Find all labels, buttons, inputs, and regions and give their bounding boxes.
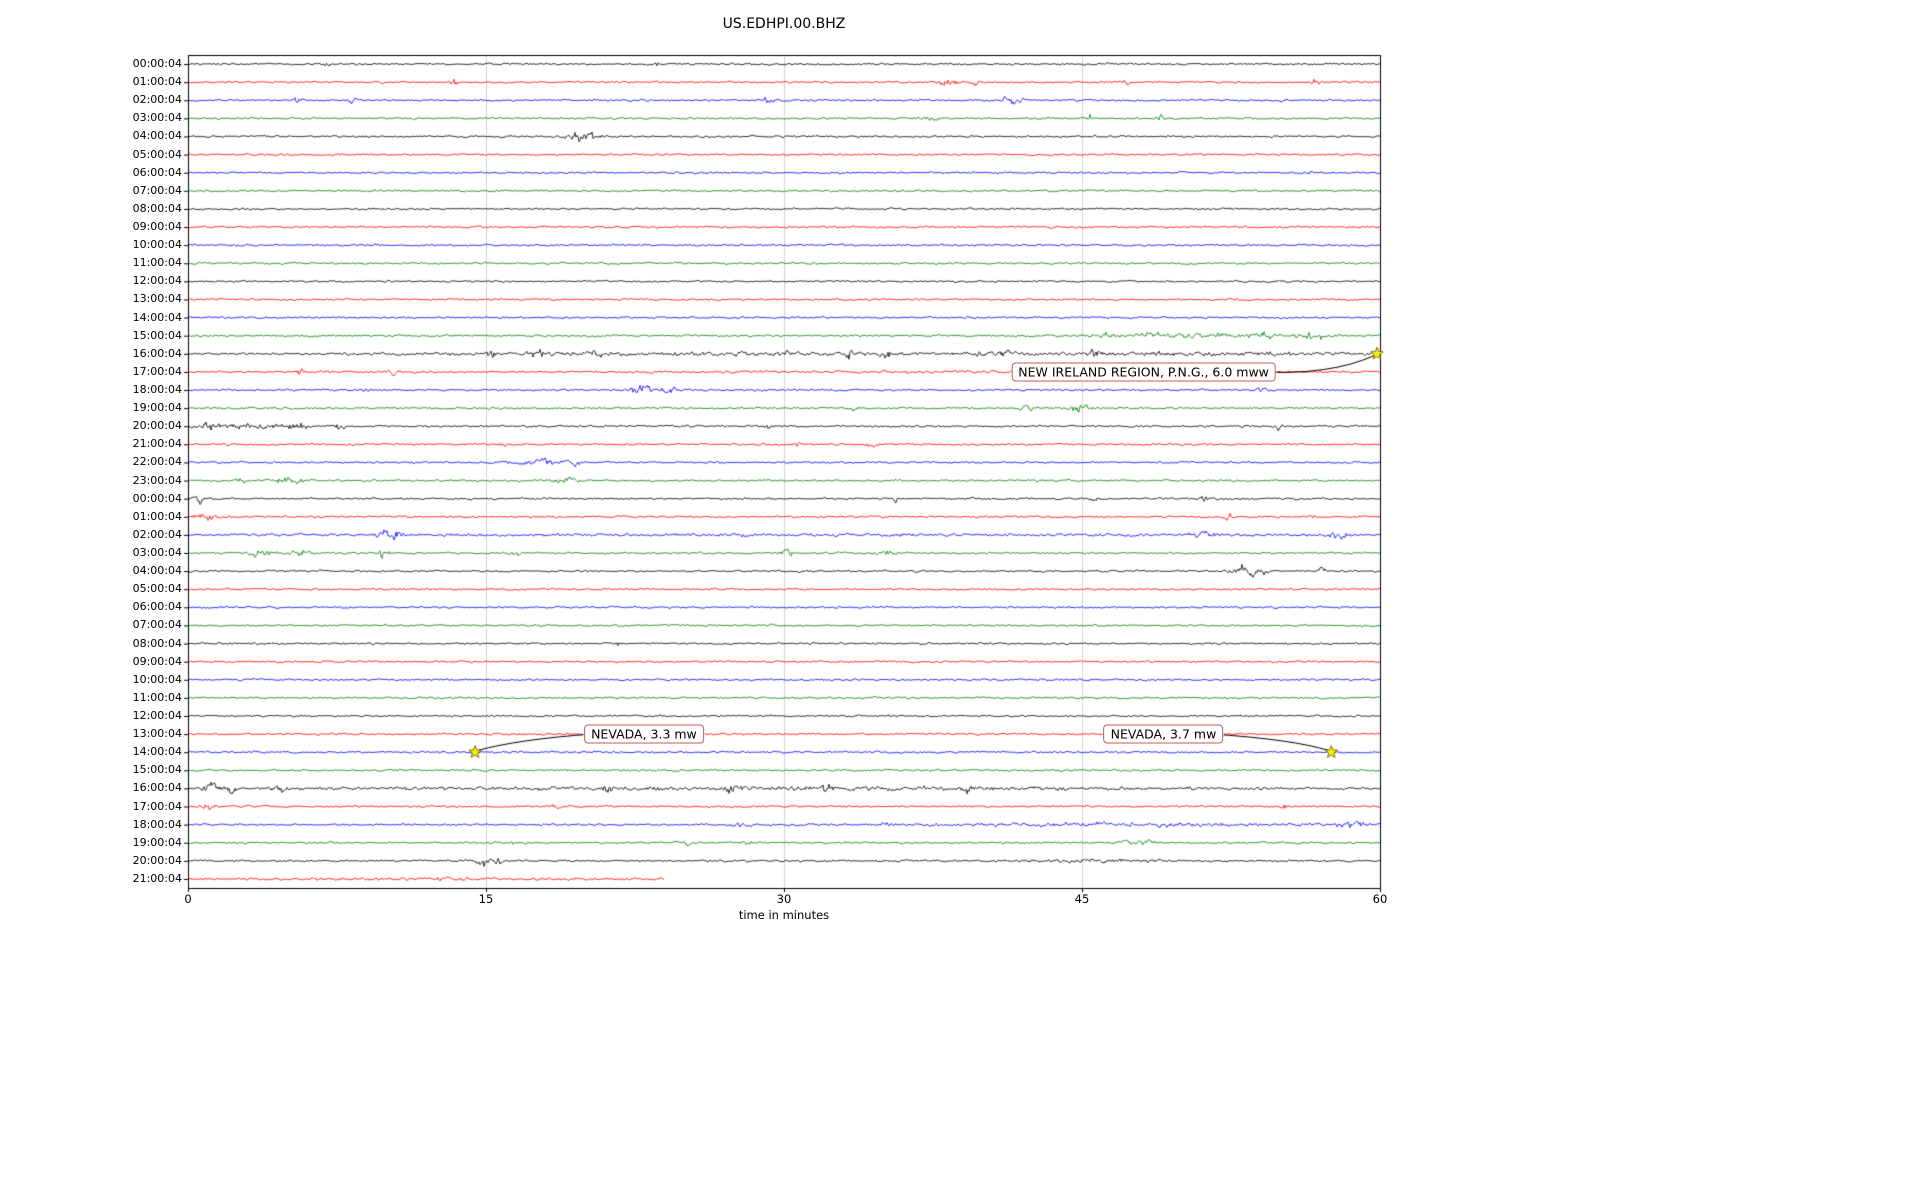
- seismogram-plot-canvas: [0, 0, 1920, 1200]
